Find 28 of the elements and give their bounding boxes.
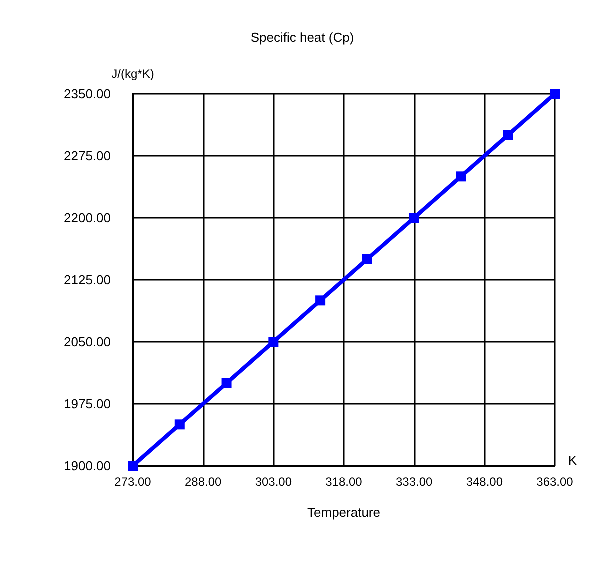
point [316, 296, 326, 306]
point [503, 130, 514, 140]
x-tick-label: 288.00 [184, 475, 222, 489]
point [174, 420, 185, 430]
y-axis-title: J/(kg*K) [112, 67, 154, 81]
x-tick-label: 273.00 [114, 475, 152, 489]
x-axis-title: Temperature [308, 505, 380, 520]
y-tick-label: 1975.00 [64, 396, 111, 412]
point [268, 337, 279, 347]
x-tick-label: 348.00 [466, 475, 504, 489]
point [409, 213, 420, 223]
x-tick-label: 303.00 [255, 475, 292, 489]
point [362, 254, 372, 264]
y-tick-label: 2050.00 [64, 334, 111, 350]
text: K [568, 453, 578, 468]
y-tick-label: 2350.00 [64, 86, 111, 102]
y-tick-label: 1900.00 [64, 458, 111, 474]
x-tick-label: 318.00 [326, 475, 363, 489]
x-tick-label: 363.00 [536, 475, 574, 489]
point [550, 89, 560, 99]
x-tick-label: 333.00 [396, 475, 434, 489]
y-tick-label: 2275.00 [64, 148, 111, 164]
y-tick-label: 2200.00 [64, 210, 111, 226]
point [456, 172, 466, 182]
chart-title: Specific heat (Cp) [250, 30, 354, 45]
point [222, 378, 232, 388]
y-tick-label: 2125.00 [64, 272, 111, 288]
point [128, 461, 138, 471]
